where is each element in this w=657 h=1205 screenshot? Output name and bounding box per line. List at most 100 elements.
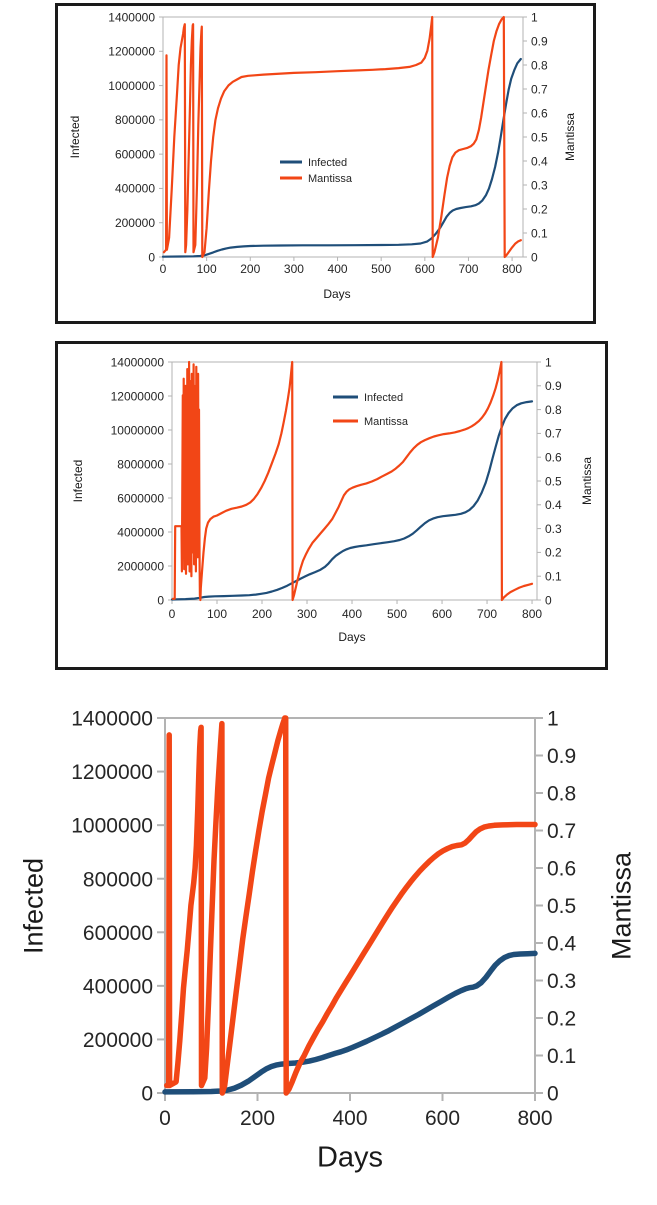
series-mantissa-line	[171, 360, 534, 602]
x-tick-label: 600	[415, 262, 435, 276]
y-tick-label-left: 1200000	[71, 761, 153, 784]
y-tick-label-right: 0.2	[547, 1008, 576, 1031]
x-tick-label: 200	[252, 607, 272, 621]
series-mantissa-line	[162, 15, 522, 259]
chart-svg: 0 200 400 600 800020000040000060000080000010…	[71, 708, 577, 1130]
series-infected-line	[170, 400, 534, 601]
y-tick-label-left: 600000	[83, 922, 153, 945]
y-tick-label-right: 0.4	[531, 154, 548, 168]
y-tick-label-right: 0.5	[531, 130, 548, 144]
x-tick-label: 0	[159, 1107, 171, 1130]
x-tick-label: 200	[240, 262, 260, 276]
y-tick-label-left: 800000	[115, 113, 155, 127]
series-infected-line	[162, 950, 538, 1095]
y-tick-label-left: 2000000	[117, 559, 164, 573]
x-tick-label: 600	[425, 1107, 460, 1130]
y-tick-label-left: 10000000	[111, 423, 165, 437]
x-tick-label: 100	[197, 262, 217, 276]
y-tick-label-left: 8000000	[117, 457, 164, 471]
x-tick-label: 700	[477, 607, 497, 621]
y-tick-label-right: 0.3	[547, 970, 576, 993]
y-tick-label-right: 0.8	[545, 403, 562, 417]
x-tick-label: 700	[458, 262, 478, 276]
x-tick-label: 800	[502, 262, 522, 276]
y-tick-label-left: 200000	[83, 1029, 153, 1052]
y-tick-label-right: 0.1	[547, 1045, 576, 1068]
legend-label-mantissa: Mantissa	[364, 416, 409, 428]
y-tick-label-right: 0.3	[545, 522, 562, 536]
y-tick-label-right: 1	[545, 355, 552, 369]
y-tick-label-right: 0	[545, 593, 552, 607]
y-tick-label-right: 0	[531, 250, 538, 264]
legend-label-infected: Infected	[308, 157, 347, 169]
y-tick-label-right: 0.4	[547, 933, 577, 956]
y-tick-label-left: 1000000	[108, 79, 155, 93]
chart-bottom-infected-mantissa: 0 200 400 600 800 0 200000 400000 600000 800000 10…	[0, 680, 657, 1200]
x-tick-label: 600	[432, 607, 452, 621]
chart1-x-axis-label: Days	[323, 287, 351, 301]
series-mantissa-line	[164, 715, 538, 1096]
y-tick-label-right: 0.6	[531, 106, 548, 120]
y-tick-label-right: 0.5	[545, 474, 562, 488]
y-tick-label-left: 0	[148, 250, 155, 264]
y-tick-label-left: 200000	[115, 216, 155, 230]
y-tick-label-left: 6000000	[117, 491, 164, 505]
y-tick-label-left: 1200000	[108, 45, 155, 59]
y-tick-label-left: 14000000	[111, 355, 165, 369]
y-tick-label-right: 0.9	[547, 745, 576, 768]
y-tick-label-right: 0.8	[547, 783, 576, 806]
x-tick-label: 500	[387, 607, 407, 621]
y-tick-label-left: 400000	[115, 182, 155, 196]
y-tick-label-left: 12000000	[111, 389, 165, 403]
x-tick-label: 800	[522, 607, 542, 621]
y-tick-label-right: 0.4	[545, 498, 562, 512]
chart-middle-infected-mantissa: 0 100 200 300 400 500 600 700 800 0 2000000 4000000…	[55, 341, 608, 670]
chart2-y-axis-label-left: Infected	[71, 459, 85, 503]
chart2-y-axis-label-right: Mantissa	[580, 456, 594, 506]
x-tick-label: 400	[332, 1107, 367, 1130]
x-tick-label: 400	[342, 607, 362, 621]
chart-svg: 0 100 200 300 400 500 600 700 800 0 200000 400000 60…	[55, 3, 596, 324]
y-tick-label-left: 800000	[83, 868, 153, 891]
chart-svg: 0 100 200 300 400 500 600 700 800020000004000000…	[55, 341, 608, 670]
y-tick-label-right: 0.2	[531, 202, 548, 216]
y-tick-label-right: 0.1	[531, 226, 548, 240]
y-tick-label-right: 0.2	[545, 546, 562, 560]
y-tick-label-left: 600000	[115, 147, 155, 161]
chart1-y-axis-label-right: Mantissa	[563, 112, 577, 162]
y-tick-label-right: 0.7	[547, 820, 576, 843]
x-tick-label: 500	[371, 262, 391, 276]
legend-label-infected: Infected	[364, 392, 403, 404]
chart1-y-axis-label-left: Infected	[68, 115, 82, 159]
x-tick-label: 200	[240, 1107, 275, 1130]
y-tick-label-left: 1000000	[71, 815, 153, 838]
y-tick-label-right: 0.5	[547, 895, 576, 918]
y-tick-label-right: 0.1	[545, 570, 562, 584]
x-tick-label: 800	[517, 1107, 552, 1130]
x-tick-label: 300	[284, 262, 304, 276]
legend-label-mantissa: Mantissa	[308, 173, 353, 185]
chart-frame	[55, 3, 596, 324]
y-tick-label-right: 0.6	[547, 858, 576, 881]
y-tick-label-right: 1	[531, 10, 538, 24]
x-tick-label: 0	[160, 262, 167, 276]
y-tick-label-right: 0.6	[545, 451, 562, 465]
y-tick-label-left: 4000000	[117, 525, 164, 539]
chart2-x-axis-label: Days	[338, 630, 366, 644]
y-tick-label-right: 1	[547, 708, 559, 731]
y-tick-label-left: 0	[157, 593, 164, 607]
y-tick-label-left: 1400000	[71, 708, 153, 731]
chart-frame	[55, 341, 608, 670]
chart3-y-axis-label-right: Mantissa	[606, 851, 637, 961]
y-tick-label-right: 0.3	[531, 178, 548, 192]
x-tick-label: 400	[328, 262, 348, 276]
y-tick-label-right: 0.9	[545, 379, 562, 393]
x-tick-label: 300	[297, 607, 317, 621]
y-tick-label-left: 400000	[83, 975, 153, 998]
chart3-x-axis-label: Days	[316, 1141, 384, 1174]
series-infected-line	[161, 57, 522, 258]
y-tick-label-right: 0.7	[545, 427, 562, 441]
x-tick-label: 0	[169, 607, 176, 621]
chart3-y-axis-label-left: Infected	[18, 857, 49, 955]
